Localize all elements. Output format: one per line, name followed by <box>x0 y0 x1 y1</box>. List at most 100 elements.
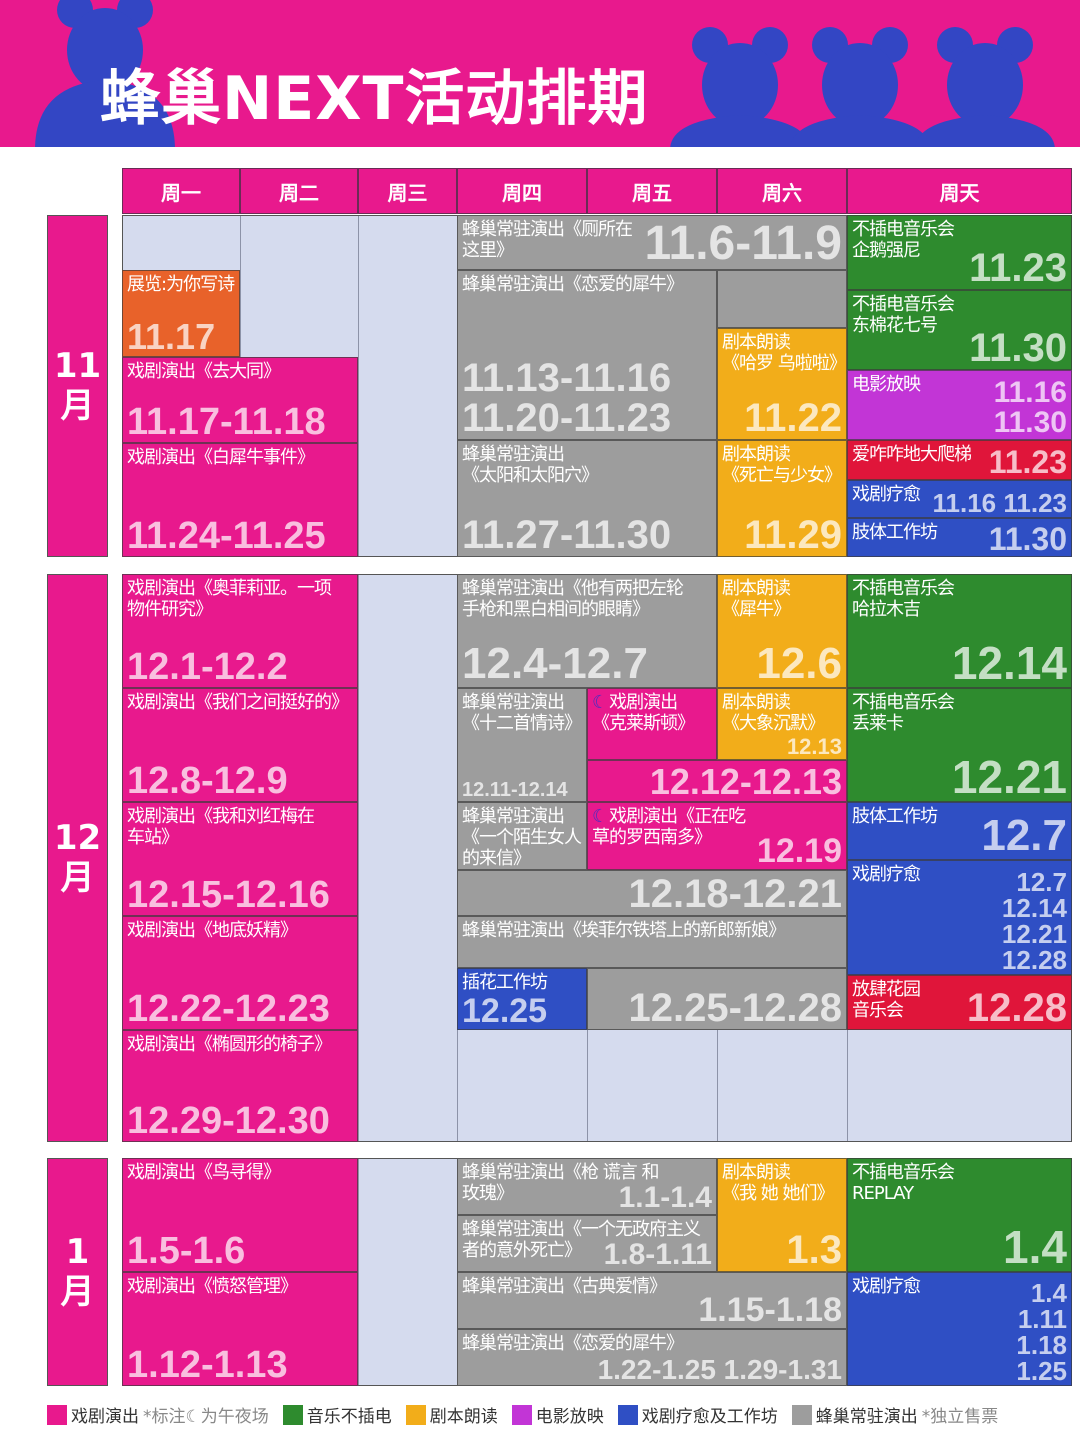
event-block-reading[interactable]: 剧本朗读 《死亡与少女》 11.29 <box>717 440 847 557</box>
event-block-drama[interactable]: 戏剧演出《愤怒管理》 1.12-1.13 <box>122 1272 358 1386</box>
event-block-reading[interactable]: 剧本朗读 《犀牛》 12.6 <box>717 574 847 688</box>
event-block-reading[interactable]: 剧本朗读 《大象沉默》 12.13 <box>717 688 847 760</box>
event-title-text: 蜂巢常驻演出 《太阳和太阳穴》 <box>462 444 599 486</box>
event-block-drama[interactable]: 戏剧演出《地底妖精》 12.22-12.23 <box>122 916 358 1030</box>
event-block-workshop[interactable]: 肢体工作坊 12.7 <box>847 802 1072 860</box>
event-block-resident[interactable]: 蜂巢常驻演出《一个无政府主义 者的意外死亡》 1.8-1.11 <box>457 1215 717 1272</box>
event-block-resident[interactable]: 蜂巢常驻演出《厕所在这里》 11.6-11.9 <box>457 215 847 270</box>
event-block-drama[interactable]: 戏剧演出《椭圆形的椅子》 12.29-12.30 <box>122 1030 358 1142</box>
event-title: 放肆花园 音乐会 <box>852 979 961 1021</box>
event-block-drama[interactable]: ☾ 戏剧演出 《克莱斯顿》 <box>587 688 717 760</box>
legend-swatch <box>405 1404 426 1425</box>
month-label: 12 月 <box>47 574 108 1142</box>
event-title: 剧本朗读 《犀牛》 <box>722 578 842 620</box>
event-title: 戏剧演出《奥菲莉亚。一项 物件研究》 <box>127 578 353 620</box>
event-title-text: 不插电音乐会 东棉花七号 <box>852 294 955 336</box>
legend-item-music: 音乐不插电 <box>282 1402 392 1427</box>
bear-silhouette-icons <box>35 0 1055 147</box>
event-block-resident[interactable]: 蜂巢常驻演出 《太阳和太阳穴》 11.27-11.30 <box>457 440 717 557</box>
event-date: 12.12-12.13 <box>649 761 842 802</box>
event-title: 蜂巢常驻演出《埃菲尔铁塔上的新郎新娘》 <box>462 920 842 941</box>
event-title: 戏剧疗愈 <box>852 864 996 885</box>
event-date: 12.25-12.28 <box>628 986 842 1030</box>
event-block-film[interactable]: 电影放映 11.16 11.30 <box>847 370 1072 440</box>
event-date: 11.6-11.9 <box>644 217 842 270</box>
bear-icon <box>915 27 1055 147</box>
event-block-drama[interactable]: 戏剧演出《奥菲莉亚。一项 物件研究》 12.1-12.2 <box>122 574 358 688</box>
event-block-drama[interactable]: 戏剧演出《我们之间挺好的》 12.8-12.9 <box>122 688 358 802</box>
bear-icon <box>35 0 175 147</box>
event-block-drama[interactable]: 戏剧演出《白犀牛事件》 11.24-11.25 <box>122 443 358 557</box>
event-block-resident[interactable]: 蜂巢常驻演出《恋爱的犀牛》 1.22-1.25 1.29-1.31 <box>457 1329 847 1386</box>
event-title-text: 电影放映 <box>852 374 921 395</box>
event-title-text: 戏剧演出《愤怒管理》 <box>127 1276 298 1297</box>
event-title: ☾ 戏剧演出 《克莱斯顿》 <box>592 692 712 734</box>
event-block-resident[interactable]: 蜂巢常驻演出 《一个陌生女人 的来信》 <box>457 802 587 870</box>
event-block-reading[interactable]: 剧本朗读 《哈罗 乌啦啦》 11.22 <box>717 328 847 440</box>
legend-swatch <box>511 1404 532 1425</box>
event-block-workshop[interactable]: 戏剧疗愈 1.4 1.11 1.18 1.25 <box>847 1272 1072 1386</box>
event-block-drama[interactable]: ☾ 戏剧演出《正在吃草的罗西南多》 12.19 <box>587 802 847 870</box>
legend-item-drama: 戏剧演出 *标注☾为午夜场 <box>47 1402 269 1427</box>
event-title: 爱咋咋地大爬梯 <box>852 444 983 465</box>
event-date: 11.16 11.30 <box>993 376 1067 439</box>
event-date: 1.15-1.18 <box>698 1291 842 1329</box>
bear-icon <box>790 27 930 147</box>
event-block-music[interactable]: 不插电音乐会 企鹅强尼 11.23 <box>847 215 1072 290</box>
event-date-strip[interactable]: 12.25-12.28 <box>587 968 847 1030</box>
event-title: 蜂巢常驻演出 《十二首情诗》 <box>462 692 582 734</box>
event-title: ☾ 戏剧演出《正在吃草的罗西南多》 <box>592 806 751 848</box>
event-block-resident[interactable]: 蜂巢常驻演出《恋爱的犀牛》 11.13-11.16 11.20-11.23 <box>457 270 717 440</box>
event-title: 不插电音乐会 东棉花七号 <box>852 294 963 336</box>
event-date-strip[interactable]: 12.12-12.13 <box>587 760 847 802</box>
event-block-resident[interactable]: 蜂巢常驻演出《古典爱情》 1.15-1.18 <box>457 1272 847 1329</box>
event-block-drama[interactable]: 戏剧演出《去大同》 11.17-11.18 <box>122 357 358 443</box>
event-title-text: 戏剧演出《鸟寻得》 <box>127 1162 281 1183</box>
event-date: 1.5-1.6 <box>127 1230 246 1272</box>
event-date: 1.4 1.11 1.18 1.25 <box>1016 1278 1067 1386</box>
event-block-music[interactable]: 不插电音乐会 东棉花七号 11.30 <box>847 290 1072 370</box>
event-date: 12.19 <box>756 832 842 870</box>
event-block-expo[interactable]: 展览:为你写诗 11.17 <box>122 270 240 357</box>
event-date: 1.8-1.11 <box>603 1238 712 1271</box>
event-block-reading[interactable]: 剧本朗读 《我 她 她们》 1.3 <box>717 1158 847 1272</box>
event-title: 戏剧演出《我和刘红梅在 车站》 <box>127 806 353 848</box>
header-banner: 蜂巢NEXT活动排期 <box>0 0 1080 147</box>
event-title-text: 戏剧演出 《克莱斯顿》 <box>592 692 695 734</box>
event-title: 剧本朗读 《大象沉默》 <box>722 692 842 734</box>
grid-line <box>358 1159 359 1385</box>
event-block-music[interactable]: 不插电音乐会 哈拉木吉 12.14 <box>847 574 1072 688</box>
event-block-drama[interactable]: 戏剧演出《鸟寻得》 1.5-1.6 <box>122 1158 358 1272</box>
event-title: 蜂巢常驻演出《枪 谎言 和 玫瑰》 <box>462 1162 712 1204</box>
event-block-workshop[interactable]: 插花工作坊 12.25 <box>457 968 587 1030</box>
event-title: 蜂巢常驻演出《恋爱的犀牛》 <box>462 274 712 295</box>
event-title-text: 蜂巢常驻演出 《一个陌生女人 的来信》 <box>462 806 582 869</box>
event-date: 12.18-12.21 <box>628 872 842 916</box>
event-date: 12.28 <box>966 986 1067 1030</box>
event-block-party[interactable]: 放肆花园 音乐会 12.28 <box>847 975 1072 1030</box>
event-title: 不插电音乐会 哈拉木吉 <box>852 578 1067 620</box>
event-title-text: 不插电音乐会 丢莱卡 <box>852 692 955 734</box>
event-date: 11.30 <box>988 521 1067 557</box>
event-block-party[interactable]: 爱咋咋地大爬梯 11.23 <box>847 440 1072 480</box>
event-block-resident[interactable]: 蜂巢常驻演出 《十二首情诗》 12.11-12.14 <box>457 688 587 802</box>
legend-note: *标注☾为午夜场 <box>143 1407 269 1427</box>
event-block-resident[interactable]: 蜂巢常驻演出《他有两把左轮 手枪和黑白相间的眼睛》 12.4-12.7 <box>457 574 717 688</box>
event-date: 11.23 <box>969 246 1067 290</box>
legend-label: 戏剧演出 <box>71 1407 139 1427</box>
event-date-strip[interactable]: 12.18-12.21 <box>457 870 847 916</box>
event-block-music[interactable]: 不插电音乐会 REPLAY 1.4 <box>847 1158 1072 1272</box>
legend-swatch <box>282 1404 303 1425</box>
event-title-text: 插花工作坊 <box>462 972 548 993</box>
event-date: 12.21 <box>951 751 1067 803</box>
event-block-workshop[interactable]: 戏剧疗愈 12.7 12.14 12.21 12.28 <box>847 860 1072 975</box>
event-title: 不插电音乐会 企鹅强尼 <box>852 219 963 261</box>
event-block-music[interactable]: 不插电音乐会 丢莱卡 12.21 <box>847 688 1072 802</box>
event-block-resident[interactable]: 蜂巢常驻演出《枪 谎言 和 玫瑰》 1.1-1.4 <box>457 1158 717 1215</box>
event-date: 12.13 <box>786 734 842 759</box>
weekday-header: 周三 <box>358 168 457 214</box>
event-block-workshop[interactable]: 戏剧疗愈 11.16 11.23 <box>847 480 1072 518</box>
event-block-drama[interactable]: 戏剧演出《我和刘红梅在 车站》 12.15-12.16 <box>122 802 358 916</box>
event-block-resident[interactable]: 蜂巢常驻演出《埃菲尔铁塔上的新郎新娘》 <box>457 916 847 968</box>
event-block-workshop[interactable]: 肢体工作坊 11.30 <box>847 518 1072 557</box>
